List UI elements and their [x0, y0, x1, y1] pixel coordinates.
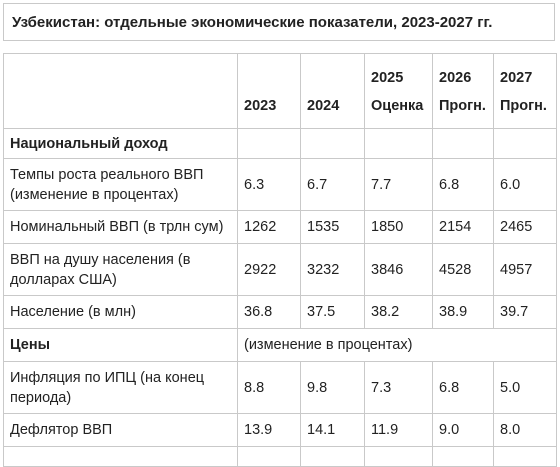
cell-value: 9.8 — [300, 361, 365, 414]
header-row: 2023 2024 2025 Оценка 2026 Прогн. 2027 Прог… — [3, 53, 557, 129]
cell-value: 37.5 — [300, 295, 365, 329]
header-year-2027: 2027 Прогн. — [493, 53, 557, 129]
cell-value: 6.3 — [237, 158, 301, 211]
header-label-cell — [3, 53, 238, 129]
cell-value: 11.9 — [364, 413, 433, 447]
header-year-2025: 2025 Оценка — [364, 53, 433, 129]
cell-value: 39.7 — [493, 295, 557, 329]
cell-value: 1262 — [237, 210, 301, 244]
section-note-prices: (изменение в процентах) — [237, 328, 557, 362]
section-row-income: Национальный доход — [3, 128, 557, 159]
section-label-income: Национальный доход — [3, 128, 238, 159]
cell-value: 2922 — [237, 243, 301, 296]
cell-value: 3846 — [364, 243, 433, 296]
cell-value: 6.8 — [432, 361, 494, 414]
header-year-2026: 2026 Прогн. — [432, 53, 494, 129]
cell-value: 7.3 — [364, 361, 433, 414]
table-row: Номинальный ВВП (в трлн сум) 1262 1535 1… — [3, 210, 557, 244]
table-row: ВВП на душу населения (в долларах США) 2… — [3, 243, 557, 296]
row-label: Инфляция по ИПЦ (на конец периода) — [3, 361, 238, 414]
cell-value: 38.9 — [432, 295, 494, 329]
title-box: Узбекистан: отдельные экономические пока… — [3, 3, 555, 41]
section-row-prices: Цены (изменение в процентах) — [3, 328, 557, 362]
cell-value: 1850 — [364, 210, 433, 244]
cell-value: 4528 — [432, 243, 494, 296]
header-year-2024: 2024 — [300, 53, 365, 129]
indicators-table: 2023 2024 2025 Оценка 2026 Прогн. 2027 Прог… — [3, 53, 557, 467]
table-row: Дефлятор ВВП 13.9 14.1 11.9 9.0 8.0 — [3, 413, 557, 447]
table-row: Инфляция по ИПЦ (на конец периода) 8.8 9… — [3, 361, 557, 414]
row-label: ВВП на душу населения (в долларах США) — [3, 243, 238, 296]
cell-value: 2154 — [432, 210, 494, 244]
cell-value: 14.1 — [300, 413, 365, 447]
cell-value: 3232 — [300, 243, 365, 296]
cell-value: 6.0 — [493, 158, 557, 211]
cell-value: 13.9 — [237, 413, 301, 447]
section-label-prices: Цены — [3, 328, 238, 362]
cell-value: 36.8 — [237, 295, 301, 329]
cell-value: 7.7 — [364, 158, 433, 211]
cell-value: 6.8 — [432, 158, 494, 211]
table-row: Темпы роста реального ВВП (изменение в п… — [3, 158, 557, 211]
table-row-cutoff — [3, 446, 557, 467]
cell-value: 8.0 — [493, 413, 557, 447]
table-title: Узбекистан: отдельные экономические пока… — [12, 14, 493, 31]
cell-value: 5.0 — [493, 361, 557, 414]
row-label: Темпы роста реального ВВП (изменение в п… — [3, 158, 238, 211]
cell-value: 2465 — [493, 210, 557, 244]
row-label: Номинальный ВВП (в трлн сум) — [3, 210, 238, 244]
row-label: Население (в млн) — [3, 295, 238, 329]
cell-value: 38.2 — [364, 295, 433, 329]
table-row: Население (в млн) 36.8 37.5 38.2 38.9 39… — [3, 295, 557, 329]
header-year-2023: 2023 — [237, 53, 301, 129]
cell-value: 9.0 — [432, 413, 494, 447]
cell-value: 8.8 — [237, 361, 301, 414]
cell-value: 4957 — [493, 243, 557, 296]
row-label: Дефлятор ВВП — [3, 413, 238, 447]
cell-value: 1535 — [300, 210, 365, 244]
cell-value: 6.7 — [300, 158, 365, 211]
